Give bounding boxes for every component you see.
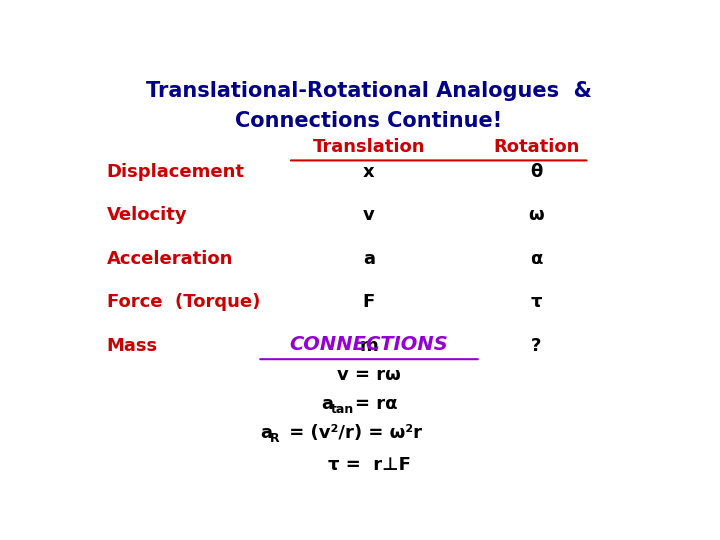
Text: θ: θ [530,163,543,180]
Text: tan: tan [331,403,354,416]
Text: = rα: = rα [355,395,397,413]
Text: R: R [270,432,280,445]
Text: v = rω: v = rω [337,366,401,384]
Text: ?: ? [531,337,541,355]
Text: a: a [322,395,333,413]
Text: Mass: Mass [107,337,158,355]
Text: a: a [363,250,375,268]
Text: ω: ω [528,206,544,224]
Text: v: v [363,206,375,224]
Text: CONNECTIONS: CONNECTIONS [289,335,449,354]
Text: F: F [363,294,375,312]
Text: Rotation: Rotation [493,138,580,156]
Text: Acceleration: Acceleration [107,250,233,268]
Text: τ =  r⊥F: τ = r⊥F [328,456,410,474]
Text: Translation: Translation [312,138,426,156]
Text: m: m [359,337,379,355]
Text: α: α [530,250,543,268]
Text: x: x [363,163,375,180]
Text: Displacement: Displacement [107,163,245,180]
Text: Connections Continue!: Connections Continue! [235,111,503,131]
Text: Velocity: Velocity [107,206,187,224]
Text: Force  (Torque): Force (Torque) [107,294,260,312]
Text: a: a [260,424,272,442]
Text: Translational-Rotational Analogues  &: Translational-Rotational Analogues & [146,82,592,102]
Text: τ: τ [531,294,542,312]
Text: = (v²/r) = ω²r: = (v²/r) = ω²r [282,424,421,442]
